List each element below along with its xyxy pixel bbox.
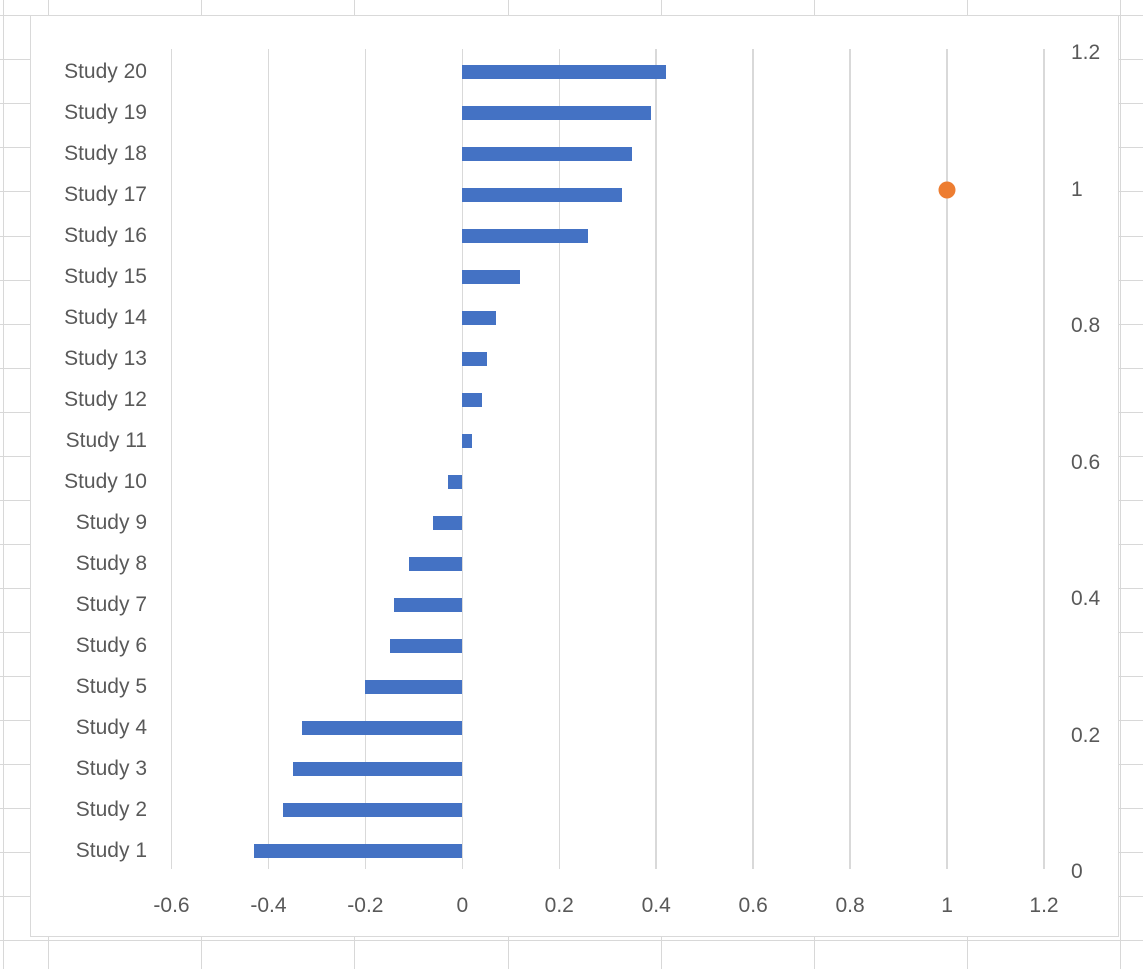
bar-study-13[interactable] — [462, 352, 487, 366]
x-axis-tick-label: 0 — [456, 894, 469, 917]
major-gridline — [849, 49, 851, 869]
category-label: Study 15 — [64, 265, 147, 288]
bar-study-3[interactable] — [292, 762, 463, 776]
bar-study-11[interactable] — [462, 434, 473, 448]
secondary-axis-tick-label: 0.4 — [1071, 587, 1101, 610]
category-label: Study 13 — [64, 347, 147, 370]
category-label: Study 19 — [64, 101, 147, 124]
major-gridline — [364, 49, 367, 869]
category-label: Study 2 — [75, 798, 147, 821]
bar-study-8[interactable] — [409, 557, 463, 571]
category-label: Study 16 — [64, 224, 147, 247]
bar-study-6[interactable] — [389, 639, 463, 653]
bar-study-5[interactable] — [365, 680, 463, 694]
secondary-axis-tick-label: 0.8 — [1071, 314, 1101, 337]
category-label: Study 3 — [75, 757, 147, 780]
major-gridline — [752, 49, 754, 869]
bar-study-4[interactable] — [302, 721, 463, 735]
bar-study-15[interactable] — [462, 270, 521, 284]
major-gridline — [946, 49, 948, 869]
category-label: Study 17 — [64, 183, 147, 206]
category-label: Study 20 — [64, 60, 147, 83]
bar-study-18[interactable] — [462, 147, 632, 161]
bar-study-20[interactable] — [462, 65, 666, 79]
x-axis-tick-label: 0.6 — [738, 894, 768, 917]
x-axis-tick-label: -0.6 — [153, 894, 190, 917]
sheet-column-gridline — [1119, 0, 1121, 969]
sheet-row-gridline — [0, 940, 1143, 942]
x-axis-tick-label: 0.2 — [544, 894, 574, 917]
major-gridline — [1043, 49, 1045, 869]
secondary-axis-tick-label: 0.2 — [1071, 723, 1101, 747]
bar-study-14[interactable] — [462, 311, 497, 325]
category-label: Study 6 — [75, 634, 147, 657]
x-axis-tick-label: 1 — [941, 894, 953, 917]
category-label: Study 18 — [64, 142, 147, 165]
category-label: Study 9 — [75, 511, 147, 534]
category-label: Study 7 — [75, 593, 147, 616]
bar-study-16[interactable] — [462, 229, 589, 243]
category-label: Study 10 — [64, 470, 147, 493]
category-label: Study 5 — [75, 675, 147, 698]
category-label: Study 1 — [75, 839, 147, 862]
major-gridline — [655, 49, 657, 869]
category-label: Study 8 — [75, 552, 147, 575]
category-label: Study 14 — [64, 306, 147, 329]
major-gridline — [267, 49, 270, 869]
secondary-axis-tick-label: 0.6 — [1071, 450, 1101, 474]
bar-study-9[interactable] — [433, 516, 463, 530]
bar-study-12[interactable] — [462, 393, 482, 407]
category-label: Study 12 — [64, 388, 147, 411]
chart-area[interactable]: Study 1 Study 2 Study 3 Study 4 Study 5 Study… — [30, 15, 1119, 937]
category-label: Study 11 — [65, 429, 147, 452]
bar-study-19[interactable] — [462, 106, 652, 120]
x-axis-tick-label: 0.8 — [835, 894, 865, 917]
scatter-point[interactable] — [938, 181, 956, 198]
x-axis-tick-label: -0.4 — [250, 894, 287, 917]
bar-study-1[interactable] — [253, 844, 463, 858]
bar-study-7[interactable] — [394, 598, 463, 612]
x-axis-tick-label: 1.2 — [1029, 894, 1059, 917]
bar-study-2[interactable] — [282, 803, 463, 817]
x-axis-tick-label: -0.2 — [347, 894, 384, 917]
major-gridline — [461, 49, 464, 869]
secondary-axis-tick-label: 1 — [1071, 177, 1083, 201]
major-gridline — [170, 49, 173, 869]
major-gridline — [558, 49, 561, 869]
x-axis-tick-label: 0.4 — [641, 894, 671, 917]
sheet-column-gridline — [2, 0, 4, 969]
bar-study-17[interactable] — [462, 188, 623, 202]
secondary-axis-tick-label: 0 — [1071, 860, 1083, 883]
category-label: Study 4 — [75, 716, 147, 739]
secondary-axis-tick-label: 1.2 — [1071, 41, 1101, 64]
bar-study-10[interactable] — [447, 475, 463, 489]
